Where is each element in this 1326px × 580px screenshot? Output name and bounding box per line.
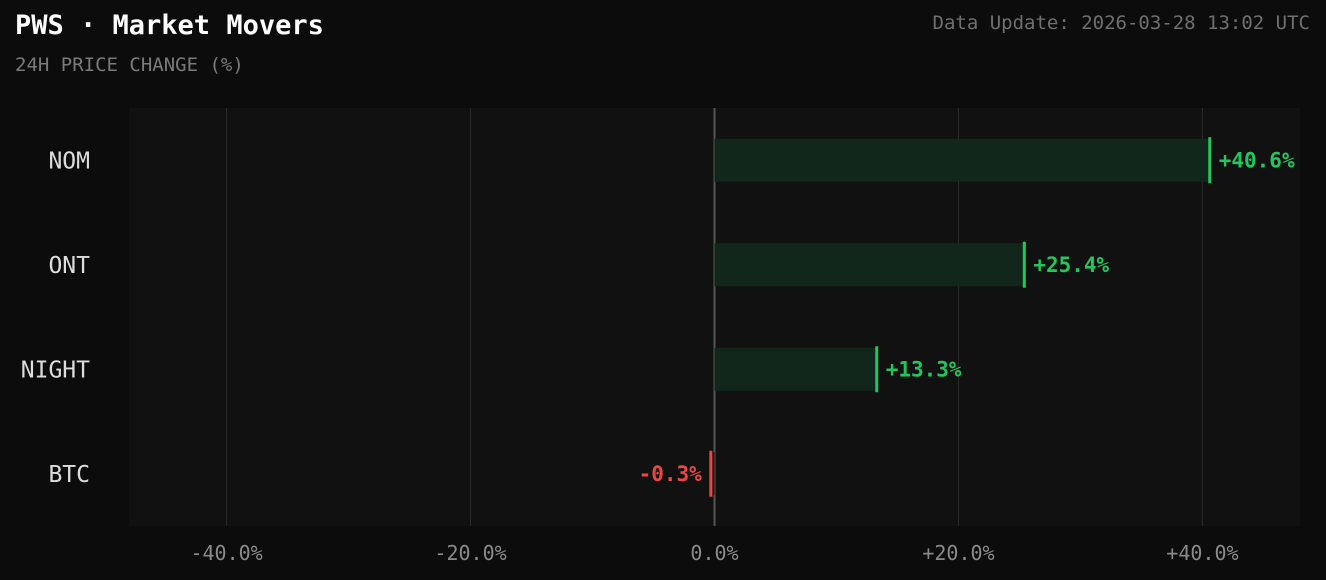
bar: [714, 347, 877, 391]
x-tick-label: -40.0%: [190, 541, 262, 565]
bar: [710, 452, 715, 496]
chart-title: PWS · Market Movers: [15, 10, 324, 41]
category-label: ONT: [48, 253, 90, 279]
value-label: +25.4%: [1033, 253, 1109, 277]
x-tick-label: -20.0%: [434, 541, 506, 565]
value-label: +13.3%: [886, 357, 962, 381]
bar-end-marker: [1022, 241, 1026, 288]
value-label: -0.3%: [639, 462, 703, 486]
x-tick-label: 0.0%: [690, 541, 738, 565]
bar-end-marker: [709, 450, 713, 497]
bar: [714, 243, 1025, 287]
category-label: NIGHT: [21, 357, 90, 383]
bar: [714, 138, 1210, 182]
bar-end-marker: [1208, 137, 1212, 184]
value-label: +40.6%: [1219, 148, 1295, 172]
x-tick-label: +20.0%: [922, 541, 994, 565]
category-label: BTC: [48, 462, 90, 488]
category-label: NOM: [48, 148, 90, 174]
data-update-timestamp: Data Update: 2026-03-28 13:02 UTC: [932, 12, 1311, 34]
x-tick-label: +40.0%: [1166, 541, 1238, 565]
bar-end-marker: [875, 346, 879, 393]
chart-subtitle: 24H PRICE CHANGE (%): [15, 54, 244, 76]
